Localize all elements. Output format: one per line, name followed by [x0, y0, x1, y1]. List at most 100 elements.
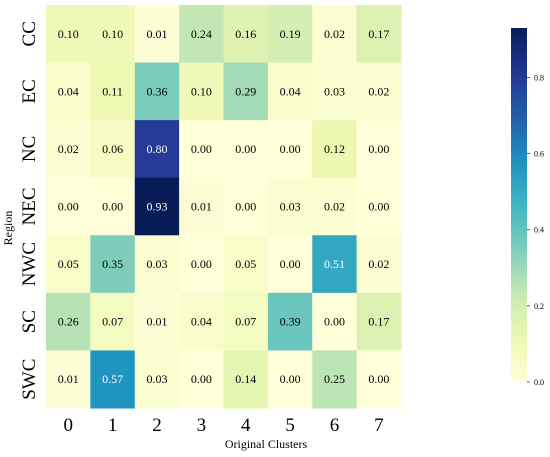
cell-value-label: 0.10 — [191, 84, 212, 98]
heatmap-cell — [267, 177, 313, 236]
heatmap-cell — [46, 292, 91, 351]
cell-value-label: 0.04 — [191, 315, 212, 329]
heatmap-cell — [46, 62, 91, 121]
cell-value-label: 0.00 — [368, 142, 389, 156]
heatmap-cell — [134, 5, 180, 64]
heatmap-cell — [90, 350, 136, 409]
heatmap-cells: 0.10 0.10 0.01 0.24 0.16 0.19 0.02 0.17 0.04 0.11… — [46, 5, 402, 409]
cell-value-label: 0.10 — [58, 27, 79, 41]
cell-value-label: 0.02 — [368, 84, 389, 98]
column-tick-label: 2 — [152, 415, 162, 436]
heatmap-cell — [356, 350, 402, 409]
cell-value-label: 0.00 — [191, 142, 212, 156]
cell-value-label: 0.00 — [280, 372, 301, 386]
cell-value-label: 0.01 — [58, 372, 79, 386]
column-tick-label: 5 — [285, 415, 295, 436]
heatmap-cell — [312, 177, 358, 236]
row-tick-label: NWC — [19, 242, 40, 286]
cell-value-label: 0.00 — [102, 199, 123, 213]
heatmap-cell — [90, 292, 136, 351]
heatmap-cell — [356, 292, 402, 351]
cell-value-label: 0.07 — [102, 315, 123, 329]
column-tick-label: 1 — [108, 415, 118, 436]
cell-value-label: 0.00 — [280, 257, 301, 271]
cell-value-label: 0.80 — [146, 142, 167, 156]
cell-value-label: 0.00 — [235, 142, 256, 156]
row-tick-label: EC — [19, 79, 40, 103]
heatmap-cell — [90, 5, 136, 64]
heatmap-cell — [356, 5, 402, 64]
cell-value-label: 0.17 — [368, 27, 389, 41]
heatmap-cell — [223, 62, 269, 121]
heatmap-cell — [223, 5, 269, 64]
row-tick-label: SWC — [19, 359, 40, 400]
column-tick-label: 7 — [374, 415, 384, 436]
heatmap-cell — [179, 235, 224, 294]
cell-value-label: 0.17 — [368, 315, 389, 329]
cell-value-label: 0.12 — [324, 142, 345, 156]
cell-value-label: 0.25 — [324, 372, 345, 386]
heatmap-cell — [46, 120, 91, 179]
cell-value-label: 0.00 — [191, 257, 212, 271]
cell-value-label: 0.03 — [324, 84, 345, 98]
heatmap-cell — [134, 292, 180, 351]
cell-value-label: 0.06 — [102, 142, 123, 156]
cell-value-label: 0.00 — [58, 199, 79, 213]
heatmap-cell — [223, 235, 269, 294]
heatmap-cell — [179, 5, 224, 64]
heatmap-cell — [223, 350, 269, 409]
cell-value-label: 0.29 — [235, 84, 256, 98]
heatmap-cell — [356, 235, 402, 294]
cell-value-label: 0.01 — [191, 199, 212, 213]
colorbar-tick-label: 0.4 — [534, 226, 544, 235]
cell-value-label: 0.00 — [368, 372, 389, 386]
heatmap-cell — [267, 292, 313, 351]
cell-value-label: 0.04 — [58, 84, 79, 98]
heatmap-cell — [312, 350, 358, 409]
cell-value-label: 0.36 — [146, 84, 167, 98]
column-tick-label: 3 — [197, 415, 207, 436]
heatmap-cell — [223, 177, 269, 236]
heatmap-cell — [223, 292, 269, 351]
heatmap-cell — [90, 235, 136, 294]
cell-value-label: 0.05 — [58, 257, 79, 271]
heatmap-cell — [267, 62, 313, 121]
cell-value-label: 0.57 — [102, 372, 123, 386]
heatmap-cell — [312, 235, 358, 294]
colorbar-ticks: 0.0 0.2 0.4 0.6 0.8 — [527, 73, 544, 387]
cell-value-label: 0.10 — [102, 27, 123, 41]
cell-value-label: 0.11 — [102, 84, 123, 98]
heatmap-cell — [90, 62, 136, 121]
cell-value-label: 0.01 — [146, 27, 167, 41]
row-tick-label: SC — [19, 310, 40, 333]
column-tick-label: 4 — [241, 415, 251, 436]
heatmap-cell — [134, 62, 180, 121]
cell-value-label: 0.02 — [58, 142, 79, 156]
cell-value-label: 0.26 — [58, 315, 79, 329]
cell-value-label: 0.00 — [235, 199, 256, 213]
cell-value-label: 0.03 — [146, 372, 167, 386]
heatmap-cell — [179, 350, 224, 409]
cell-value-label: 0.02 — [324, 199, 345, 213]
heatmap-cell — [267, 5, 313, 64]
cell-value-label: 0.24 — [191, 27, 212, 41]
heatmap-cell — [179, 177, 224, 236]
colorbar-tick-label: 0.0 — [534, 378, 544, 387]
cell-value-label: 0.05 — [235, 257, 256, 271]
cell-value-label: 0.14 — [235, 372, 256, 386]
cell-value-label: 0.93 — [146, 199, 167, 213]
colorbar — [511, 28, 527, 382]
heatmap-cell — [223, 120, 269, 179]
colorbar-tick-label: 0.8 — [534, 73, 544, 82]
heatmap-cell — [90, 177, 136, 236]
heatmap-cell — [179, 120, 224, 179]
heatmap-cell — [134, 235, 180, 294]
cell-value-label: 0.02 — [368, 257, 389, 271]
heatmap-cell — [267, 120, 313, 179]
cell-value-label: 0.04 — [280, 84, 301, 98]
heatmap-cell — [179, 292, 224, 351]
x-axis-label: Original Clusters — [225, 437, 308, 451]
colorbar-tick-label: 0.6 — [534, 150, 544, 159]
cell-value-label: 0.01 — [146, 315, 167, 329]
